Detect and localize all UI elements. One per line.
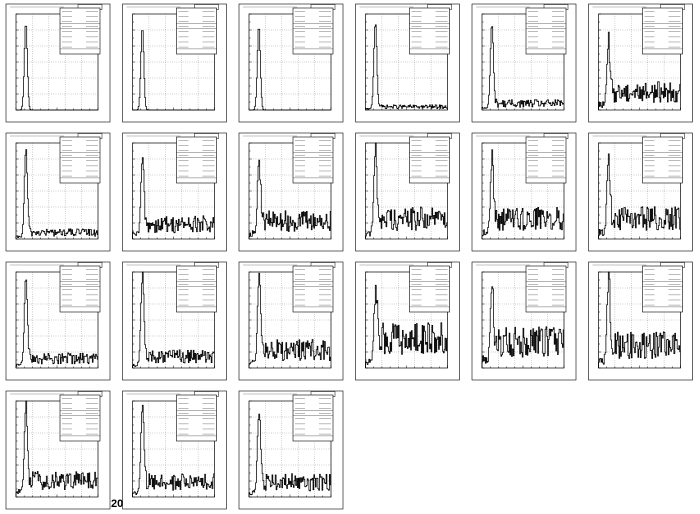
stats-box: [292, 7, 334, 55]
stats-box: [176, 394, 217, 442]
stats-box: [292, 136, 334, 184]
histogram-line: [598, 31, 681, 110]
stats-box: [59, 265, 101, 313]
histogram-pad: [238, 3, 344, 123]
histogram-line: [365, 142, 448, 239]
histogram-line: [481, 286, 564, 368]
histogram-pad: [355, 132, 460, 252]
histogram-line: [248, 159, 331, 239]
histogram-pad: [5, 390, 111, 510]
histogram-line: [132, 157, 215, 239]
stats-box: [525, 265, 567, 313]
stats-box: [525, 7, 567, 55]
histogram-line: [16, 25, 98, 111]
histogram-pad: [355, 261, 460, 381]
histogram-pad: [238, 132, 344, 252]
histogram-pad: [5, 132, 111, 252]
histogram-pad: [471, 132, 577, 252]
stats-box: [642, 136, 683, 184]
page-number: 20: [111, 498, 124, 510]
stats-box: [292, 265, 334, 313]
histogram-pad: [588, 3, 693, 123]
histogram-line: [248, 272, 331, 368]
histogram-line: [132, 404, 215, 497]
histogram-pad: [588, 261, 693, 381]
histogram-pad: [5, 3, 111, 123]
histogram-pad: [122, 261, 227, 381]
histogram-pad: [355, 3, 460, 123]
stats-box: [292, 394, 334, 442]
stats-box: [409, 265, 450, 313]
stats-box: [59, 7, 101, 55]
stats-box: [176, 265, 217, 313]
histogram-pad: [5, 261, 111, 381]
histogram-pad: [122, 3, 227, 123]
histogram-line: [15, 400, 98, 497]
stats-box: [59, 394, 101, 442]
histogram-line: [249, 28, 331, 111]
stats-box: [176, 7, 217, 55]
histogram-line: [248, 413, 331, 497]
histogram-pad: [471, 261, 577, 381]
histogram-pad: [588, 132, 693, 252]
histogram-line: [481, 26, 564, 110]
histogram-line: [15, 279, 98, 368]
histogram-line: [481, 149, 564, 239]
histogram-line: [365, 284, 448, 368]
stats-box: [409, 136, 450, 184]
histogram-pad: [122, 390, 227, 510]
stats-box: [409, 7, 450, 55]
histogram-line: [132, 30, 215, 111]
histogram-line: [365, 24, 448, 110]
histogram-line: [598, 153, 681, 239]
stats-box: [642, 7, 683, 55]
histogram-line: [132, 271, 215, 368]
histogram-pad: [238, 390, 344, 510]
stats-box: [176, 136, 217, 184]
stats-box: [59, 136, 101, 184]
histogram-line: [598, 271, 681, 368]
histogram-pad: [238, 261, 344, 381]
histogram-pad: [122, 132, 227, 252]
stats-box: [642, 265, 683, 313]
histogram-line: [15, 149, 98, 239]
histogram-pad: [471, 3, 577, 123]
stats-box: [525, 136, 567, 184]
